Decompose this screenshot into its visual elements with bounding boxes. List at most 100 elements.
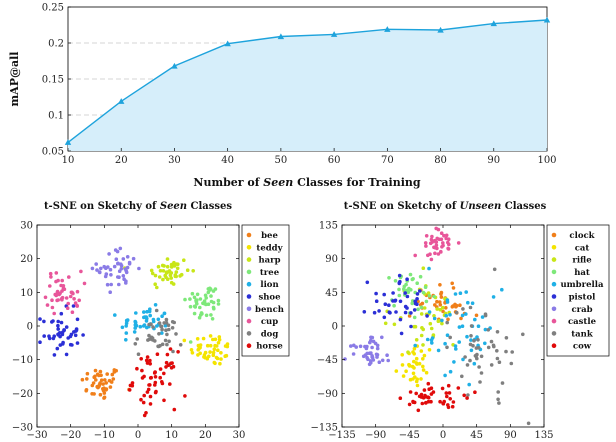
- p2-x-tick-label: 135: [534, 430, 553, 441]
- p1-legend-marker-tree: [246, 269, 252, 275]
- p1-point-cup: [65, 306, 70, 311]
- p1-point-dog: [151, 325, 155, 329]
- p2-point-rifle: [383, 321, 388, 326]
- p1-point-cup: [68, 294, 73, 299]
- p1-point-cup: [56, 278, 60, 283]
- p1-point-horse: [168, 347, 173, 351]
- p2-point-clock: [458, 303, 462, 308]
- p1-point-lion: [120, 325, 125, 330]
- p1-point-cup: [61, 284, 66, 288]
- p2-x-tick-label: 0: [440, 430, 446, 441]
- p1-point-lion: [113, 313, 117, 317]
- p1-point-bee: [93, 368, 98, 373]
- p2-point-pistol: [374, 299, 379, 304]
- p1-point-tree: [206, 302, 211, 307]
- p2-point-pistol: [382, 315, 387, 320]
- p1-point-bench: [116, 275, 120, 279]
- p1-point-bench: [127, 260, 132, 265]
- p1-point-horse: [140, 368, 144, 373]
- p2-point-umbrella: [472, 361, 477, 366]
- p2-point-pistol: [413, 301, 418, 306]
- p2-point-clock: [416, 299, 420, 304]
- p1-point-horse: [176, 350, 180, 354]
- p1-point-lion: [142, 310, 146, 314]
- p2-point-rifle: [419, 312, 424, 316]
- p1-point-bee: [102, 395, 107, 400]
- p1-point-teddy: [211, 353, 216, 358]
- p2-point-umbrella: [425, 337, 430, 342]
- p1-point-shoe: [51, 336, 56, 341]
- p1-point-teddy: [225, 344, 230, 349]
- p2-point-clock: [441, 309, 445, 314]
- p1-point-bee: [92, 375, 96, 380]
- p2-point-pistol: [412, 308, 417, 312]
- p1-point-dog: [167, 327, 171, 332]
- p2-point-pistol: [409, 324, 413, 329]
- p1-point-harp: [165, 277, 170, 282]
- p2-point-umbrella: [448, 312, 452, 317]
- p1-point-cup: [59, 297, 64, 301]
- p2-point-hat: [397, 293, 402, 298]
- p2-point-tank: [474, 354, 478, 359]
- p2-point-tank: [445, 320, 450, 325]
- p1-point-tree: [188, 304, 193, 309]
- p1-point-dog: [164, 320, 169, 325]
- p2-point-cat: [414, 356, 419, 361]
- p2-point-cat: [394, 369, 399, 373]
- p1-x-tick-label: 10: [165, 430, 178, 441]
- p1-x-tick-label: −10: [94, 430, 115, 441]
- p2-point-tank: [478, 380, 482, 384]
- top-data-point: [118, 98, 125, 104]
- p1-point-tree: [198, 305, 202, 310]
- tsne-seen-title-b: Seen: [160, 201, 187, 212]
- p2-point-pistol: [382, 292, 387, 297]
- top-y-tick-label: 0.15: [42, 75, 64, 86]
- p2-point-tank: [486, 345, 491, 350]
- p2-point-rifle: [441, 305, 445, 310]
- p1-point-bench: [108, 267, 113, 272]
- p2-point-pistol: [387, 303, 391, 308]
- p2-y-tick-label: 90: [325, 254, 338, 265]
- p1-point-tree: [216, 298, 221, 303]
- p1-point-shoe: [55, 346, 60, 351]
- p2-legend-marker-castle: [551, 318, 557, 324]
- p1-point-dog: [147, 333, 151, 338]
- p1-point-bee: [97, 382, 102, 387]
- p2-point-cow: [445, 394, 449, 399]
- p2-point-umbrella: [460, 313, 465, 318]
- p1-point-shoe: [75, 341, 80, 345]
- p1-point-horse: [158, 367, 163, 371]
- p1-point-teddy: [201, 336, 206, 341]
- p2-point-hat: [393, 279, 398, 283]
- p1-point-bee: [101, 382, 105, 386]
- p1-point-dog: [147, 322, 151, 327]
- p2-point-pistol: [409, 311, 413, 315]
- p1-point-teddy: [208, 350, 212, 354]
- p2-point-cow: [450, 404, 455, 409]
- p2-y-tick-label: 0: [332, 322, 338, 333]
- p2-point-hat: [421, 290, 426, 295]
- top-data-point: [64, 139, 72, 145]
- p1-point-lion: [160, 314, 164, 319]
- p1-point-dog: [150, 336, 155, 341]
- p1-point-horse: [145, 390, 150, 394]
- p2-point-umbrella: [476, 324, 481, 329]
- p1-point-tree: [204, 313, 209, 318]
- p1-point-teddy: [198, 351, 202, 356]
- p1-point-teddy: [211, 337, 215, 342]
- top-x-tick-label: 30: [168, 155, 181, 166]
- p1-point-dog: [154, 308, 159, 313]
- p1-point-tree: [192, 295, 197, 300]
- p2-point-hat: [432, 294, 436, 299]
- p1-point-dog: [174, 332, 178, 336]
- p2-point-pistol: [398, 299, 403, 304]
- p1-point-bench: [131, 256, 136, 261]
- p1-point-shoe: [73, 333, 78, 338]
- p1-point-bee: [111, 377, 116, 381]
- p1-point-teddy: [216, 341, 221, 345]
- top-data-point: [171, 62, 178, 69]
- p2-point-umbrella: [464, 312, 468, 316]
- tsne-seen-title-a: t-SNE on Sketchy of: [44, 201, 160, 212]
- p2-point-tank: [468, 358, 472, 363]
- p1-point-horse: [168, 382, 172, 386]
